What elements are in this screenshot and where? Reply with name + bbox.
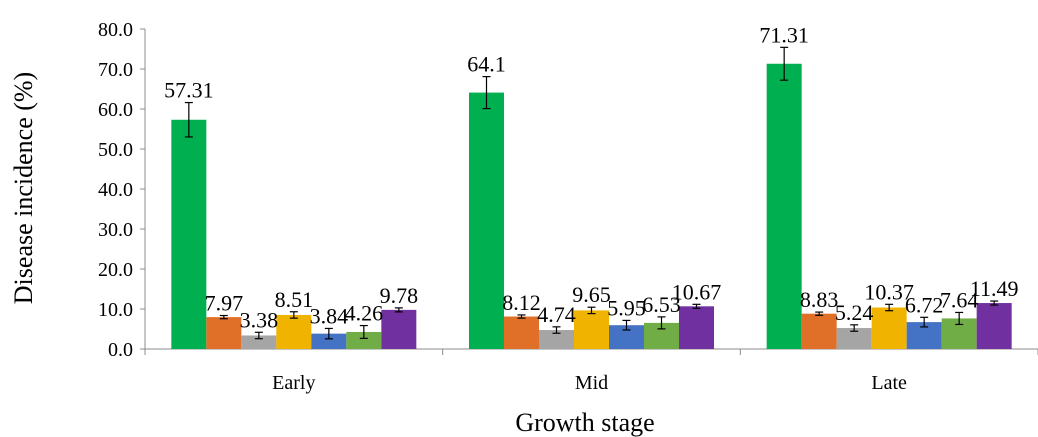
x-tick-label: Mid: [575, 372, 608, 394]
bar: [836, 328, 872, 349]
data-label: 5.24: [835, 300, 874, 325]
y-tick-label: 60.0: [98, 99, 133, 121]
error-bars: [184, 46, 999, 340]
bar: [976, 303, 1012, 349]
data-label: 57.31: [164, 78, 214, 103]
bar: [801, 313, 837, 349]
data-label: 10.37: [864, 279, 914, 304]
bar: [609, 325, 644, 349]
y-tick-label: 80.0: [98, 19, 133, 41]
y-tick-label: 20.0: [98, 259, 133, 281]
data-label: 8.83: [800, 287, 839, 312]
data-label: 6.72: [905, 292, 944, 317]
bar: [469, 92, 504, 349]
bar: [206, 317, 242, 349]
data-label: 3.84: [310, 303, 349, 328]
data-label: 71.31: [759, 22, 809, 47]
data-labels: 57.31 7.973.388.513.844.269.78 64.1 8.124.7…: [164, 22, 1018, 332]
bar: [539, 330, 574, 349]
y-tick-label: 50.0: [98, 139, 133, 161]
data-label: 3.38: [240, 307, 279, 332]
bar: [311, 333, 347, 349]
data-label: 6.53: [642, 292, 681, 317]
data-label: 9.65: [572, 282, 611, 307]
y-tick-label: 40.0: [98, 179, 133, 201]
x-axis-title: Growth stage: [515, 408, 654, 437]
y-tick-label: 70.0: [98, 59, 133, 81]
y-tick-label: 30.0: [98, 219, 133, 241]
data-label: 4.26: [345, 301, 384, 326]
data-label: 8.51: [275, 287, 314, 312]
data-label: 7.64: [940, 287, 979, 312]
y-tick-label: 0.0: [108, 339, 133, 361]
data-label: 5.95: [607, 295, 646, 320]
bar: [679, 306, 714, 349]
x-axis: Early Mid Late: [144, 348, 1038, 394]
bar: [346, 331, 382, 349]
data-label: 8.12: [502, 290, 541, 315]
bar: [871, 307, 907, 349]
data-label: 7.97: [205, 291, 244, 316]
bar: [241, 335, 277, 349]
bar: [766, 63, 802, 349]
data-label: 9.78: [380, 283, 419, 308]
data-label: 11.49: [970, 276, 1019, 301]
data-label: 10.67: [672, 279, 722, 304]
data-label: 4.74: [537, 302, 576, 327]
y-axis: 0.0 10.0 20.0 30.0 40.0 50.0 60.0 70.0 80.0: [98, 19, 146, 361]
bar: [381, 309, 417, 349]
data-label: 64.1: [467, 52, 506, 77]
bars: [171, 63, 1012, 349]
bar: [171, 119, 207, 349]
bar: [574, 310, 609, 349]
y-tick-label: 10.0: [98, 299, 133, 321]
x-tick-label: Late: [871, 372, 907, 394]
bar: [504, 316, 539, 349]
bar: [276, 314, 312, 349]
x-tick-label: Early: [272, 372, 315, 394]
y-axis-title: Disease incidence (%): [9, 72, 38, 304]
